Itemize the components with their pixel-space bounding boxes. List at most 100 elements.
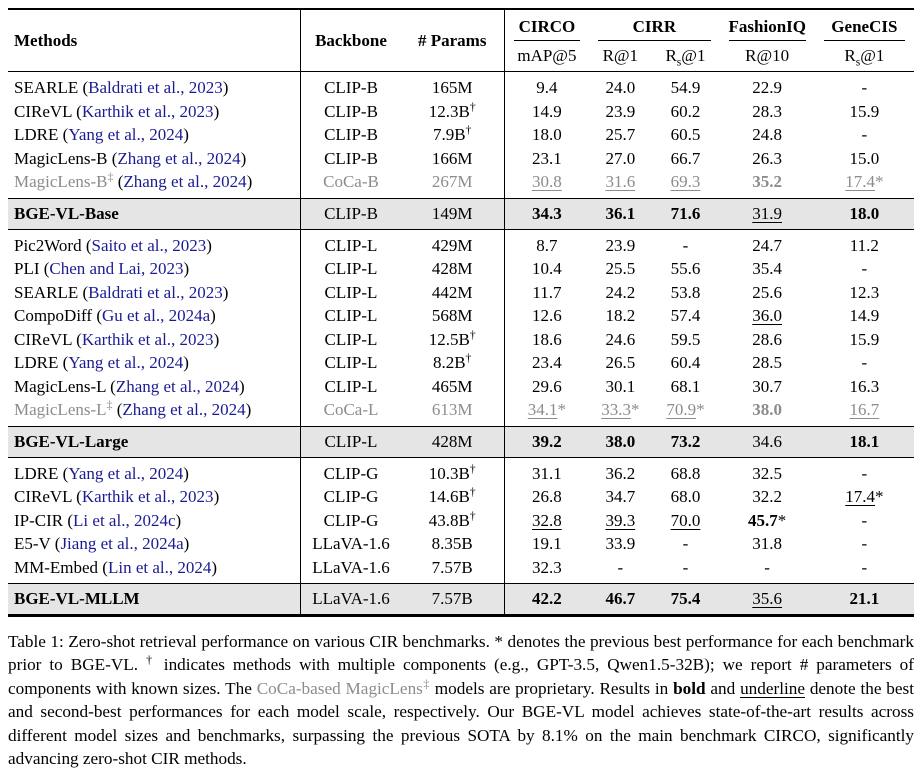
citation-link[interactable]: Saito et al., 2023	[91, 235, 207, 255]
backbone-value: LLaVA-1.6	[312, 534, 390, 553]
method-cell: MagicLens-B (Zhang et al., 2024)	[8, 146, 302, 170]
citation-link[interactable]: Yang et al., 2024	[68, 463, 184, 483]
metric-value: 27.0	[605, 148, 636, 168]
citation-link[interactable]: Zhang et al., 2024	[115, 376, 240, 396]
table-row: MagicLens-L‡ (Zhang et al., 2024) CoCa-L 6…	[8, 398, 914, 426]
params-cell: 428M	[400, 257, 505, 281]
metric-value: 14.9	[849, 306, 880, 325]
metric-cell: 18.0	[504, 123, 589, 147]
metric-cell: 9.4	[504, 72, 589, 100]
citation-link[interactable]: Zhang et al., 2024	[122, 400, 246, 419]
metric-cell: 60.5	[651, 123, 719, 147]
table-row: Pic2Word (Saito et al., 2023) CLIP-L 429M 8…	[8, 229, 914, 257]
backbone-value: CoCa-B	[323, 172, 379, 191]
metric-value: 15.9	[849, 101, 880, 121]
citation-link[interactable]: Zhang et al., 2024	[117, 148, 241, 168]
metric-value: 28.6	[752, 329, 782, 349]
citation-link[interactable]: Baldrati et al., 2023	[88, 282, 223, 302]
metric-value: 24.2	[605, 282, 636, 302]
metric-cell: 12.3	[815, 281, 914, 305]
metric-cell: 15.0	[815, 147, 914, 171]
citation-link[interactable]: Li et al., 2024c	[73, 510, 176, 530]
params-value: 149M	[431, 203, 473, 223]
prev-best-mark: *	[696, 400, 705, 419]
metric-value: 11.7	[532, 282, 562, 302]
metric-cell: 70.0	[651, 509, 719, 533]
metric-cell: 18.0	[814, 197, 914, 230]
metric-value: 54.9	[670, 78, 701, 97]
params-cell: 428M	[400, 425, 505, 458]
backbone-cell: LLaVA-1.6	[301, 532, 401, 556]
metric-value: 38.0	[605, 431, 636, 451]
table-row: CIReVL (Karthik et al., 2023) CLIP-B 12.3B…	[8, 99, 914, 123]
params-cell: 7.57B	[400, 583, 505, 616]
citation-link[interactable]: Yang et al., 2024	[68, 125, 184, 144]
metric-cell: 32.5	[720, 457, 815, 485]
method-name: MagicLens-L	[14, 376, 106, 396]
citation-link[interactable]: Baldrati et al., 2023	[88, 78, 223, 97]
metric-cell: 70.9*	[651, 398, 719, 426]
backbone-value: CLIP-L	[324, 329, 378, 349]
citation-link[interactable]: Jiang et al., 2024a	[60, 534, 184, 553]
metric-cell: 33.9	[589, 532, 651, 556]
col-group-cirr: CIRR	[589, 9, 719, 41]
backbone-cell: CLIP-L	[301, 375, 401, 399]
metric-cell: 36.2	[589, 457, 651, 485]
params-cell: 149M	[400, 197, 505, 230]
metric-value: 9.4	[536, 78, 558, 97]
table-row: LDRE (Yang et al., 2024) CLIP-L 8.2B† 23.4 2…	[8, 351, 914, 375]
metric-cell: 27.0	[589, 147, 651, 171]
method-cell: SEARLE (Baldrati et al., 2023)	[8, 71, 302, 100]
backbone-cell: CLIP-L	[301, 351, 401, 375]
metric-cell: 39.3	[589, 509, 651, 533]
metric-value: 17.4	[845, 172, 875, 191]
method-name: BGE-VL-Large	[14, 431, 129, 451]
col-subheader-r10: R@10	[745, 46, 790, 65]
citation-link[interactable]: Lin et al., 2024	[107, 557, 212, 577]
metric-value: 39.2	[532, 431, 562, 451]
metric-cell: 57.4	[651, 304, 719, 328]
metric-value: 24.0	[605, 78, 636, 97]
metric-value: 69.3	[670, 172, 701, 191]
params-cell: 568M	[400, 304, 505, 328]
backbone-cell: CLIP-G	[301, 509, 401, 533]
metric-value: 21.1	[849, 589, 880, 608]
col-header-backbone: Backbone	[315, 30, 387, 50]
metric-value: 16.3	[849, 376, 880, 396]
metric-cell: 28.5	[720, 351, 815, 375]
metric-value: 24.8	[752, 125, 782, 144]
table-row: LDRE (Yang et al., 2024) CLIP-B 7.9B† 18.0 2…	[8, 123, 914, 147]
metric-value: -	[861, 259, 868, 278]
citation-link[interactable]: Karthik et al., 2023	[81, 329, 214, 349]
metric-value: 12.3	[849, 282, 880, 302]
metric-value: -	[861, 463, 868, 483]
citation-link[interactable]: Gu et al., 2024a	[102, 306, 211, 325]
citation-link[interactable]: Karthik et al., 2023	[81, 101, 214, 121]
paren: (	[71, 101, 82, 121]
table-row: CompoDiff (Gu et al., 2024a) CLIP-L 568M 12…	[8, 304, 914, 328]
citation-link[interactable]: Zhang et al., 2024	[123, 172, 247, 191]
col-subheader-map5: mAP@5	[517, 46, 577, 65]
metric-cell: -	[651, 229, 719, 257]
citation-link[interactable]: Yang et al., 2024	[68, 353, 184, 372]
metric-value: 12.6	[532, 306, 562, 325]
metric-cell: -	[815, 351, 914, 375]
citation-link[interactable]: Karthik et al., 2023	[81, 487, 214, 506]
paren: (	[112, 400, 123, 419]
metric-value: 28.5	[752, 353, 782, 372]
params-value: 267M	[431, 172, 473, 191]
caption-segment: indicates methods with multiple componen…	[8, 655, 914, 698]
header-group-row: Methods Backbone # Params CIRCO CIRR Fas…	[8, 9, 914, 72]
backbone-cell: LLaVA-1.6	[300, 583, 401, 616]
metric-value: 36.2	[605, 463, 636, 483]
metric-value: 66.7	[670, 148, 701, 168]
metric-value: 70.0	[670, 510, 701, 530]
params-value: 12.3B	[428, 101, 470, 121]
metric-value: 60.5	[670, 125, 701, 144]
metric-cell: 38.0	[589, 425, 652, 458]
metric-value: 57.4	[670, 306, 701, 325]
prev-best-mark: *	[557, 400, 567, 419]
metric-cell: 31.8	[720, 532, 815, 556]
paren: (	[39, 259, 50, 278]
citation-link[interactable]: Chen and Lai, 2023	[49, 259, 184, 278]
